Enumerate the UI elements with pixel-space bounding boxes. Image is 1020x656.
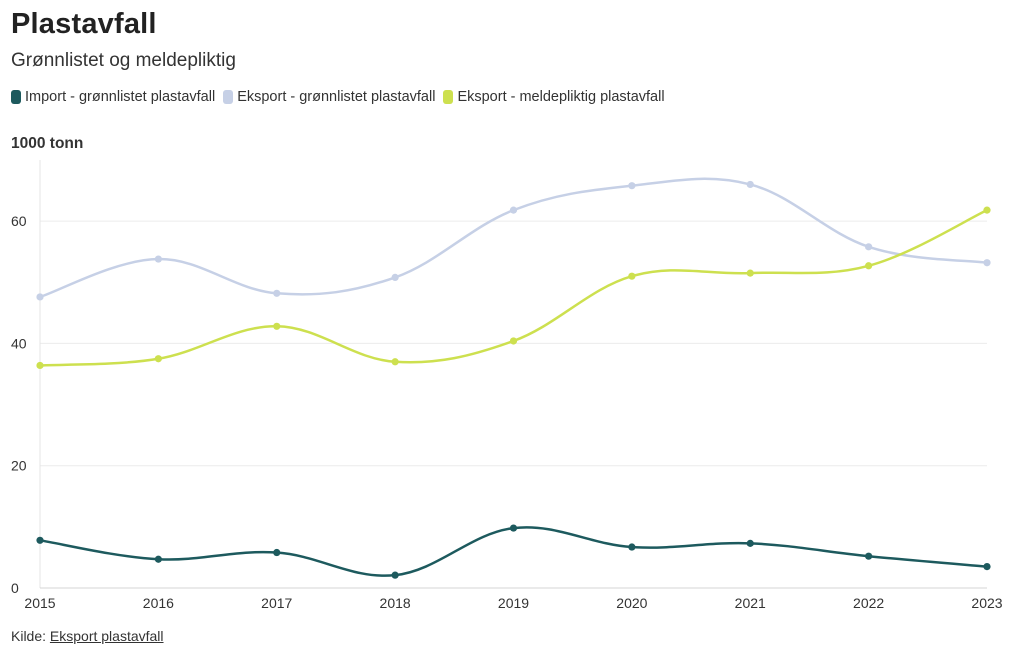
data-point	[273, 289, 281, 297]
legend-item[interactable]: Import - grønnlistet plastavfall	[11, 89, 215, 105]
data-point	[509, 524, 518, 532]
data-point	[273, 548, 281, 557]
source-link[interactable]: Eksport plastavfall	[49, 628, 164, 644]
legend-label: Import - grønnlistet plastavfall	[25, 89, 216, 105]
data-point	[36, 293, 44, 301]
data-point	[509, 337, 518, 345]
x-tick-label: 2019	[498, 595, 529, 611]
legend-swatch	[443, 90, 454, 104]
data-point	[154, 255, 162, 263]
chart-subtitle: Grønnlistet og meldepliktig	[11, 50, 236, 71]
series-line	[39, 526, 988, 577]
x-tick-label: 2020	[616, 595, 647, 611]
y-axis-unit-label: 1000 tonn	[11, 135, 84, 152]
data-point	[746, 180, 754, 189]
legend-item[interactable]: Eksport - meldepliktig plastavfall	[443, 89, 665, 105]
x-tick-label: 2015	[24, 595, 55, 611]
data-point	[273, 322, 281, 330]
data-point	[628, 543, 636, 551]
x-tick-label: 2017	[261, 595, 292, 611]
legend-swatch	[11, 90, 21, 104]
legend-swatch	[223, 90, 234, 104]
data-point	[36, 536, 44, 544]
y-tick-label: 20	[11, 458, 27, 474]
x-tick-label: 2018	[380, 595, 411, 611]
data-point	[983, 206, 991, 214]
data-point	[154, 555, 162, 563]
data-point	[36, 361, 44, 370]
data-point	[746, 269, 754, 277]
data-point	[983, 563, 991, 571]
legend: Import - grønnlistet plastavfall Eksport …	[11, 89, 673, 105]
data-point	[509, 206, 518, 214]
data-point	[391, 273, 399, 281]
y-tick-label: 0	[11, 580, 19, 596]
x-tick-label: 2021	[735, 595, 766, 611]
legend-item[interactable]: Eksport - grønnlistet plastavfall	[223, 89, 435, 105]
data-point	[154, 355, 162, 363]
data-point	[983, 259, 991, 267]
data-point	[865, 243, 873, 251]
legend-label: Eksport - grønnlistet plastavfall	[237, 89, 436, 105]
series-line	[39, 177, 988, 299]
x-tick-label: 2016	[143, 595, 174, 611]
source-line: Kilde: Eksport plastavfall	[11, 628, 164, 644]
data-point	[746, 539, 754, 547]
data-point	[628, 182, 636, 190]
data-point	[391, 358, 399, 366]
x-tick-label: 2022	[853, 595, 884, 611]
x-tick-label: 2023	[971, 595, 1002, 611]
y-tick-label: 60	[11, 213, 27, 229]
data-point	[865, 262, 873, 270]
data-point	[628, 272, 636, 280]
legend-label: Eksport - meldepliktig plastavfall	[457, 89, 665, 105]
source-label: Kilde:	[11, 628, 47, 644]
data-point	[391, 571, 399, 579]
data-point	[865, 552, 873, 560]
chart-title: Plastavfall	[11, 8, 157, 40]
y-tick-label: 40	[11, 335, 27, 351]
